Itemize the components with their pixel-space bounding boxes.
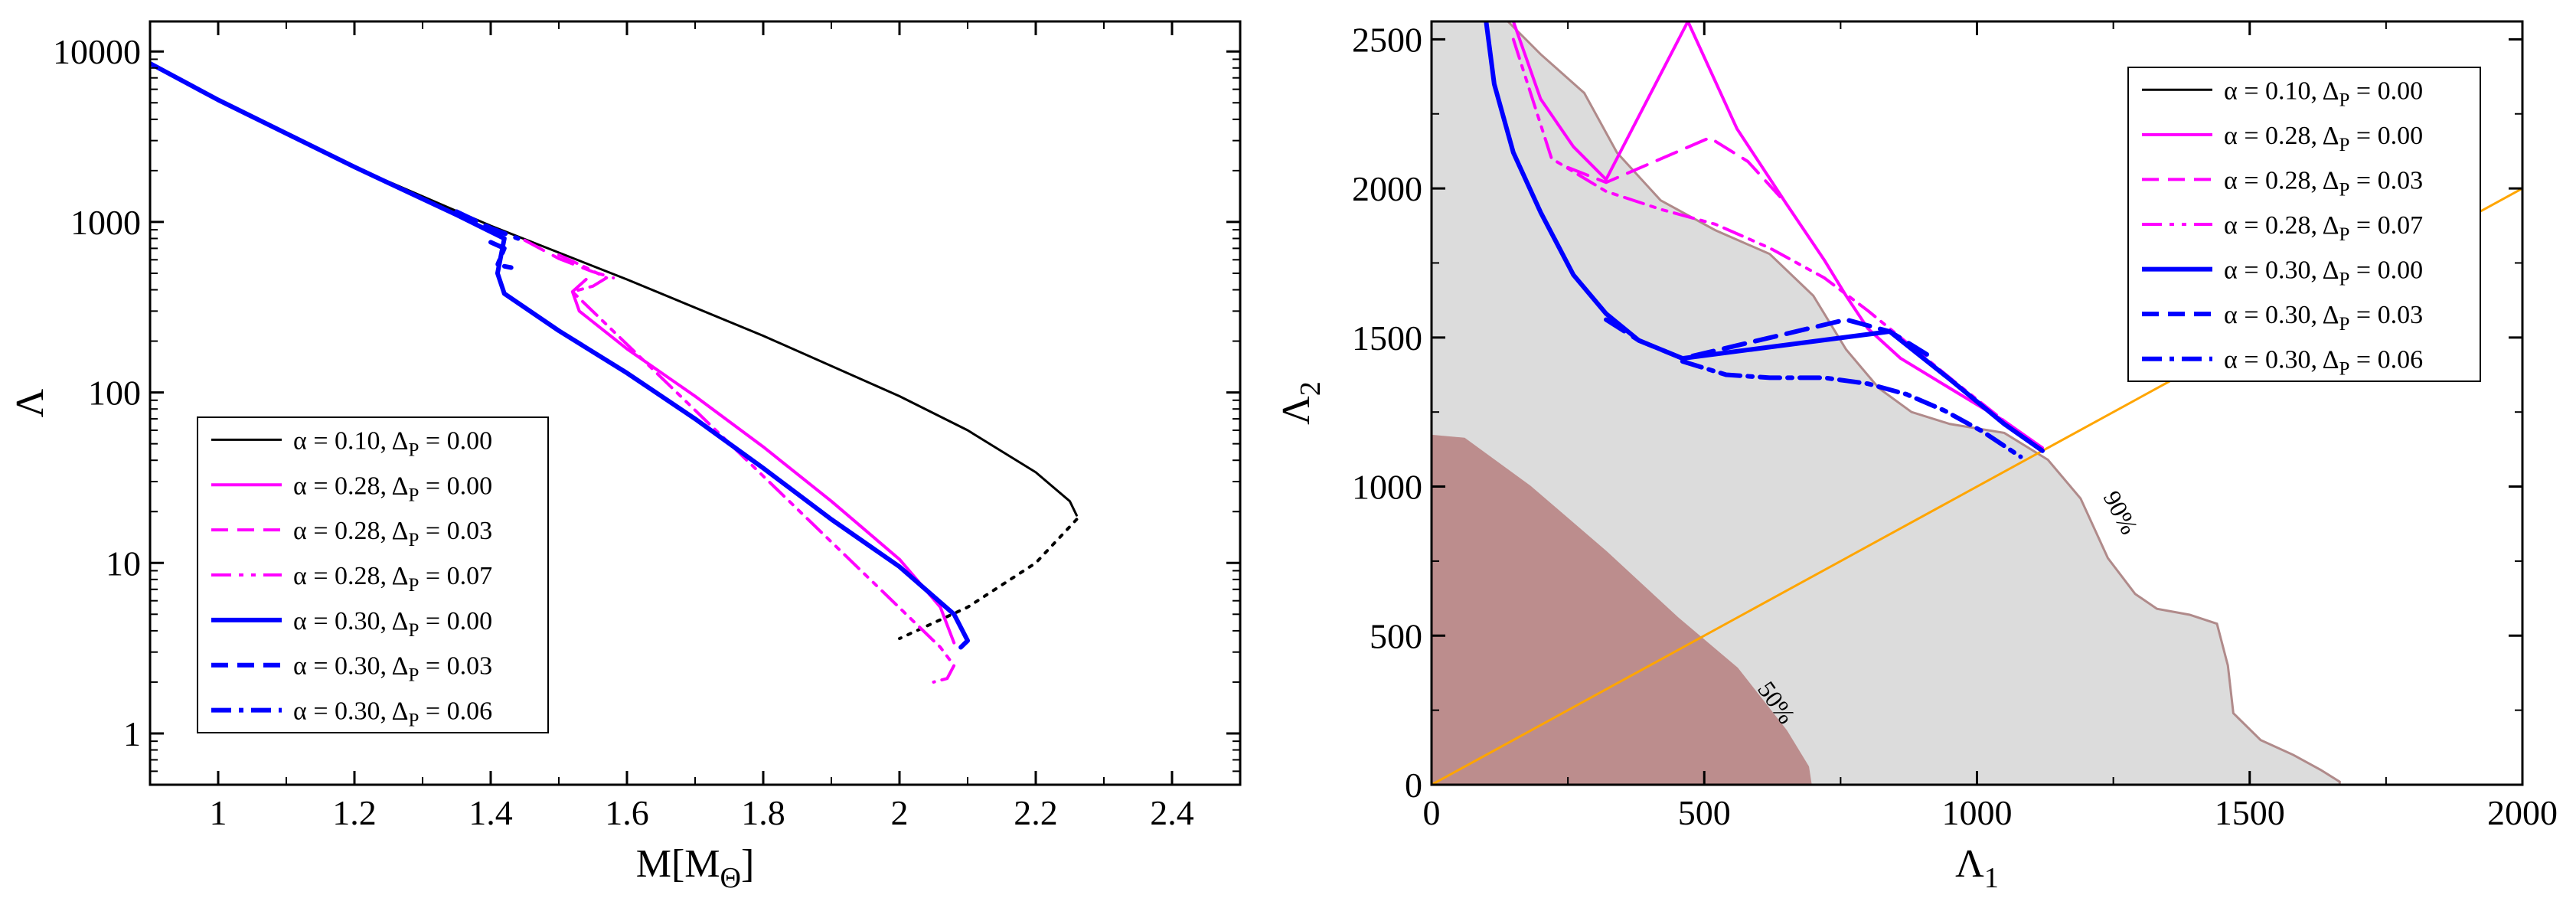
series-line-2: [1511, 21, 2044, 449]
y-tick-label: 10: [106, 544, 141, 583]
series-line-4: [557, 253, 956, 684]
x-tick-label: 1: [210, 793, 227, 832]
y-tick-label: 100: [88, 374, 141, 413]
series-line-6: [1604, 317, 1936, 361]
legend-entry-label: α = 0.28, ΔP = 0.07: [293, 562, 492, 596]
legend-entry-label: α = 0.10, ΔP = 0.00: [293, 426, 492, 460]
legend-entry-label: α = 0.28, ΔP = 0.07: [2224, 211, 2423, 245]
x-axis-label: Λ1: [1955, 842, 1999, 894]
series-line-5: [1484, 21, 2045, 453]
series-line-7: [1680, 359, 2023, 459]
legend-entry-label: α = 0.30, ΔP = 0.06: [2224, 346, 2423, 380]
y-tick-label: 1: [123, 714, 141, 753]
legend-entry-label: α = 0.30, ΔP = 0.00: [293, 607, 492, 641]
legend-box: [197, 416, 549, 733]
legend-entry-label: α = 0.30, ΔP = 0.00: [2224, 256, 2423, 290]
x-tick-label: 1.6: [605, 793, 649, 832]
y-tick-label: 500: [1370, 616, 1422, 655]
y-tick-label: 1000: [1352, 468, 1422, 507]
x-tick-label: 1.4: [469, 793, 513, 832]
legend-entry-label: α = 0.10, ΔP = 0.00: [2224, 77, 2423, 110]
legend-entry-label: α = 0.30, ΔP = 0.03: [293, 652, 492, 686]
legend-entry-label: α = 0.28, ΔP = 0.00: [293, 472, 492, 505]
legend-entry-label: α = 0.28, ΔP = 0.03: [2224, 166, 2423, 200]
legend-entry-label: α = 0.30, ΔP = 0.06: [293, 697, 492, 731]
x-tick-label: 2000: [2487, 793, 2558, 832]
y-tick-label: 1500: [1352, 318, 1422, 358]
region-label-90: 90%: [2098, 486, 2143, 539]
y-tick-label: 2500: [1352, 20, 1422, 59]
x-tick-label: 2.4: [1150, 793, 1194, 832]
y-tick-label: 1000: [70, 203, 141, 242]
legend-entry-label: α = 0.28, ΔP = 0.03: [293, 517, 492, 550]
left-chart-panel: 1 1.2 1.4 1.6 1.8 2 2.2 2.4 1 10 100 1000 10000 M[MΘ]…: [8, 20, 1242, 894]
series-line-6: [454, 209, 521, 241]
series-line-1: [898, 518, 1079, 641]
credible-region-90: [1432, 21, 2341, 785]
legend-entry-label: α = 0.28, ΔP = 0.00: [2224, 122, 2423, 155]
x-tick-label: 1.2: [332, 793, 377, 832]
x-tick-label: 2.2: [1014, 793, 1058, 832]
series-line-2: [570, 278, 956, 645]
x-tick-label: 1500: [2215, 793, 2285, 832]
y-axis-label: Λ: [8, 388, 52, 417]
y-tick-label: 2000: [1352, 169, 1422, 208]
credible-region-50: [1432, 434, 1812, 785]
series-line-3: [523, 238, 615, 279]
x-tick-label: 1000: [1942, 793, 2013, 832]
legend-box: [2127, 67, 2481, 382]
y-axis-label: Λ2: [1275, 381, 1327, 425]
x-tick-label: 500: [1678, 793, 1731, 832]
series-line-5: [150, 60, 970, 650]
x-tick-label: 0: [1423, 793, 1441, 832]
y-tick-label: 10000: [53, 32, 141, 71]
y-tick-label: 0: [1405, 766, 1422, 805]
right-chart-panel: 0 500 1000 1500 2000 0 500 1000 1500 2000 2500 Λ1 Λ2…: [1275, 20, 2558, 894]
legend-entry-label: α = 0.30, ΔP = 0.03: [2224, 301, 2423, 335]
x-tick-label: 1.8: [741, 793, 785, 832]
x-axis-label: M[MΘ]: [636, 842, 755, 894]
x-tick-label: 2: [891, 793, 909, 832]
series-line-7: [488, 240, 514, 270]
